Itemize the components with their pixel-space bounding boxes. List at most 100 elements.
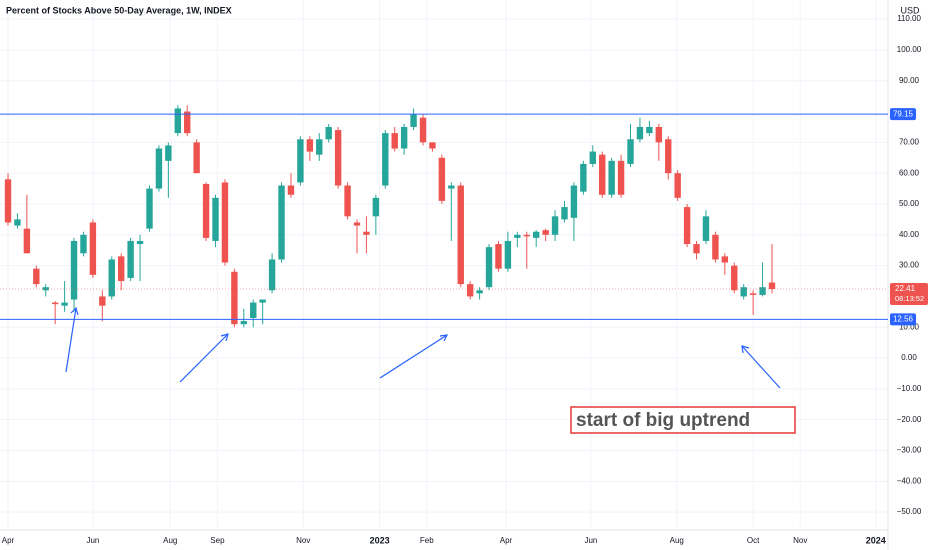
candle-body <box>438 157 446 201</box>
annotation-box <box>570 406 796 434</box>
candle-body <box>665 139 672 174</box>
currency: USD <box>900 5 920 15</box>
y-tick-label: −50.00 <box>897 507 922 516</box>
candle-body <box>693 244 700 254</box>
candle-body <box>61 302 68 306</box>
candle-body <box>504 240 512 269</box>
candle-body <box>372 197 380 217</box>
candle-body <box>193 142 200 174</box>
candle-body <box>316 139 323 155</box>
x-tick-label: Oct <box>747 536 760 545</box>
x-tick-label: Aug <box>670 536 684 545</box>
x-tick-label: Nov <box>793 536 807 545</box>
candle-body <box>174 108 181 134</box>
candle-body <box>683 207 691 245</box>
candle-body <box>325 126 332 140</box>
candle-body <box>410 114 417 127</box>
y-tick-label: 40.00 <box>899 230 920 239</box>
candle-body <box>306 139 314 152</box>
y-tick-label: 50.00 <box>899 199 920 208</box>
candle-body <box>448 185 455 189</box>
arrows <box>65 306 781 389</box>
candle-body <box>146 188 153 229</box>
candle-body <box>363 231 370 235</box>
x-tick-label: Apr <box>2 536 15 545</box>
annotation: start of big uptrend <box>576 410 750 431</box>
candle-body <box>721 256 729 263</box>
last-price-box <box>890 283 928 306</box>
price-label: 79.15 <box>893 109 914 118</box>
y-tick-label: 100.00 <box>897 45 922 54</box>
countdown: 08:13:52 <box>895 294 924 303</box>
arrow-head <box>70 306 79 316</box>
arrow-head <box>220 333 229 342</box>
candle-body <box>646 126 653 134</box>
candle-body <box>259 299 266 303</box>
candle-body <box>382 133 389 186</box>
candle-body <box>429 142 436 149</box>
candle-body <box>334 130 342 186</box>
candle-body <box>268 259 276 291</box>
price-label: 12.56 <box>893 314 914 323</box>
arrow <box>65 307 77 373</box>
y-tick-label: 90.00 <box>899 76 920 85</box>
y-tick-label: −30.00 <box>897 446 922 455</box>
last-price-label: 22.41 <box>895 284 916 293</box>
y-tick-label: 70.00 <box>899 137 920 146</box>
y-tick-label: 110.00 <box>897 14 921 23</box>
candle-body <box>485 247 493 288</box>
candle-body <box>589 151 596 164</box>
x-tick-label: 2024 <box>866 535 886 545</box>
candle-body <box>33 268 40 285</box>
arrow-head <box>439 334 449 342</box>
x-tick-label: Aug <box>163 536 177 545</box>
y-tick-label: 10.00 <box>899 322 920 331</box>
candle-body <box>400 126 408 149</box>
candle-body <box>655 126 663 143</box>
candle-body <box>89 222 97 275</box>
arrow <box>741 345 781 389</box>
candle-body <box>80 234 87 254</box>
candle-body <box>419 117 427 143</box>
y-tick-label: 30.00 <box>899 261 920 270</box>
candle-body <box>608 160 615 195</box>
candle-body <box>108 259 115 297</box>
y-tick-label: 0.00 <box>901 353 917 362</box>
candles <box>4 105 776 328</box>
candle-body <box>391 133 398 149</box>
y-tick-label: −10.00 <box>897 384 922 393</box>
candle-body <box>127 240 134 278</box>
x-tick-label: Apr <box>500 536 513 545</box>
candle-body <box>599 154 606 195</box>
candle-body <box>51 302 59 305</box>
candle-body <box>617 160 625 195</box>
candle-body <box>466 284 474 297</box>
arrow <box>379 334 448 379</box>
candle-body <box>278 185 285 260</box>
arrow <box>179 333 229 383</box>
candle-body <box>561 207 568 220</box>
x-tick-label: 2023 <box>370 535 390 545</box>
x-tick-label: Sep <box>210 536 225 545</box>
candle-body <box>476 290 483 294</box>
candle-body <box>702 216 710 241</box>
candle-body <box>523 234 530 237</box>
candle-body <box>184 111 191 134</box>
candle-body <box>674 173 681 198</box>
x-tick-label: Nov <box>296 536 310 545</box>
candle-body <box>165 145 172 161</box>
candle-body <box>712 234 719 260</box>
candle-body <box>240 321 248 325</box>
candle-body <box>542 230 549 235</box>
candle-body <box>514 234 521 238</box>
candle-body <box>749 293 757 295</box>
candle-body <box>636 126 644 140</box>
candle-body <box>212 197 219 241</box>
candle-body <box>23 228 31 254</box>
candle-body <box>551 216 559 235</box>
candle-body <box>99 296 106 306</box>
price-label-box <box>890 108 916 121</box>
candle-body <box>231 271 238 325</box>
